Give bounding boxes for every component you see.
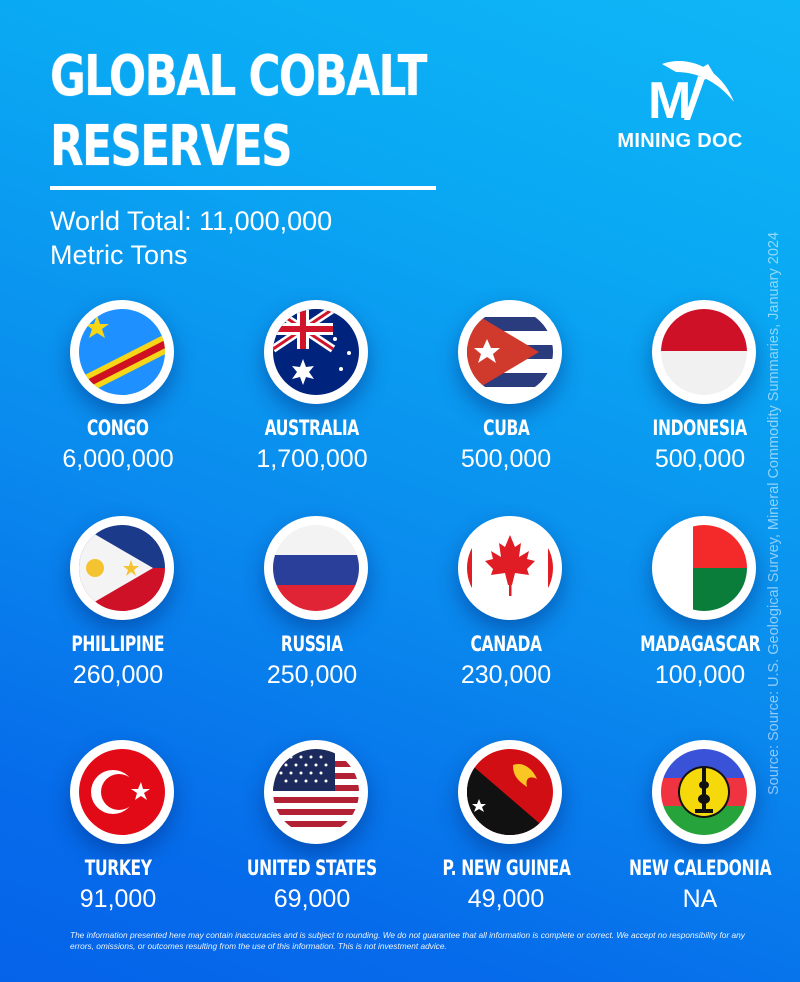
philippines-flag-icon — [70, 516, 174, 620]
usa-flag-icon — [264, 740, 368, 844]
country-name: NEW CALEDONIA — [628, 856, 772, 880]
world-total-label: World Total: 11,000,000 — [50, 206, 333, 236]
title-line-2: RESERVES — [50, 114, 293, 179]
new-caledonia-flag-icon — [652, 740, 756, 844]
country-value: 100,000 — [654, 661, 746, 689]
svg-text:M: M — [648, 72, 691, 130]
country-name: CONGO — [87, 416, 149, 440]
country-value: 500,000 — [460, 445, 552, 473]
country-name: CANADA — [470, 632, 542, 656]
madagascar-flag-icon — [652, 516, 756, 620]
title-underline — [50, 186, 436, 190]
country-name: AUSTRALIA — [264, 416, 360, 440]
world-total-unit: Metric Tons — [50, 240, 188, 270]
mining-doc-logo: M MINING DOC — [610, 50, 750, 160]
country-value: 260,000 — [72, 661, 164, 689]
pickaxe-icon: M — [648, 61, 734, 130]
russia-flag-icon — [264, 516, 368, 620]
disclaimer: The information presented here may conta… — [70, 930, 745, 951]
country-value: 69,000 — [273, 885, 351, 913]
png-flag-icon — [458, 740, 562, 844]
country-value: 6,000,000 — [62, 445, 174, 473]
country-value: 500,000 — [654, 445, 746, 473]
country-name: RUSSIA — [281, 632, 343, 656]
cuba-flag-icon — [458, 300, 562, 404]
country-value: 91,000 — [79, 885, 157, 913]
country-value: 250,000 — [266, 661, 358, 689]
canada-flag-icon — [458, 516, 562, 620]
country-name: P. NEW GUINEA — [441, 856, 571, 880]
title-line-1: GLOBAL COBALT — [50, 44, 427, 109]
country-value: 1,700,000 — [256, 445, 368, 473]
indonesia-flag-icon — [652, 300, 756, 404]
country-value: NA — [682, 885, 718, 913]
world-total: World Total: 11,000,000 Metric Tons — [50, 204, 332, 272]
country-value: 49,000 — [467, 885, 545, 913]
country-name: INDONESIA — [652, 416, 748, 440]
country-name: UNITED STATES — [247, 856, 377, 880]
source-citation: Source: Source: U.S. Geological Survey, … — [766, 231, 782, 795]
country-name: TURKEY — [84, 856, 152, 880]
drc-flag-icon — [70, 300, 174, 404]
country-name: MADAGASCAR — [639, 632, 761, 656]
country-name: PHILLIPINE — [71, 632, 165, 656]
australia-flag-icon — [264, 300, 368, 404]
turkey-flag-icon — [70, 740, 174, 844]
country-value: 230,000 — [460, 661, 552, 689]
page-title: GLOBAL COBALT RESERVES — [50, 42, 427, 182]
logo-text: MINING DOC — [617, 130, 743, 152]
country-name: CUBA — [482, 416, 530, 440]
